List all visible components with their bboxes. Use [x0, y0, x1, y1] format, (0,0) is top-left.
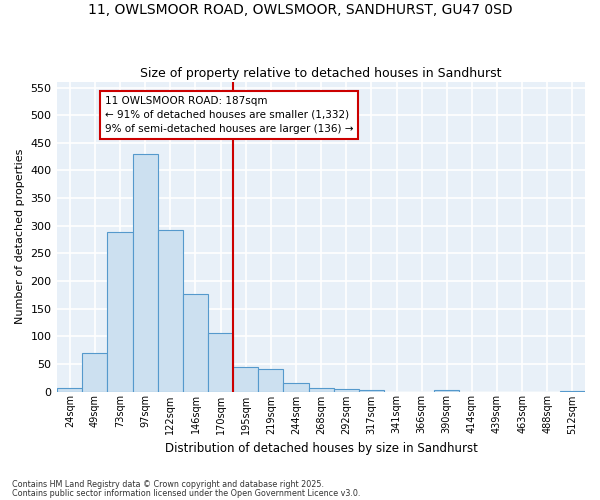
Bar — [208, 334, 233, 392]
Bar — [158, 230, 183, 392]
Title: Size of property relative to detached houses in Sandhurst: Size of property relative to detached ho… — [140, 66, 502, 80]
Text: 11, OWLSMOOR ROAD, OWLSMOOR, SANDHURST, GU47 0SD: 11, OWLSMOOR ROAD, OWLSMOOR, SANDHURST, … — [88, 2, 512, 16]
Text: Contains HM Land Registry data © Crown copyright and database right 2025.: Contains HM Land Registry data © Crown c… — [12, 480, 324, 489]
Bar — [133, 154, 158, 392]
Bar — [107, 232, 133, 392]
Bar — [283, 382, 308, 392]
Y-axis label: Number of detached properties: Number of detached properties — [15, 149, 25, 324]
Bar — [258, 370, 283, 392]
Bar — [434, 390, 460, 392]
Text: 11 OWLSMOOR ROAD: 187sqm
← 91% of detached houses are smaller (1,332)
9% of semi: 11 OWLSMOOR ROAD: 187sqm ← 91% of detach… — [105, 96, 353, 134]
Bar — [334, 390, 359, 392]
Bar — [308, 388, 334, 392]
X-axis label: Distribution of detached houses by size in Sandhurst: Distribution of detached houses by size … — [164, 442, 478, 455]
Bar — [233, 366, 258, 392]
Bar — [57, 388, 82, 392]
Bar — [82, 353, 107, 392]
Bar — [560, 391, 585, 392]
Text: Contains public sector information licensed under the Open Government Licence v3: Contains public sector information licen… — [12, 489, 361, 498]
Bar — [183, 294, 208, 392]
Bar — [359, 390, 384, 392]
